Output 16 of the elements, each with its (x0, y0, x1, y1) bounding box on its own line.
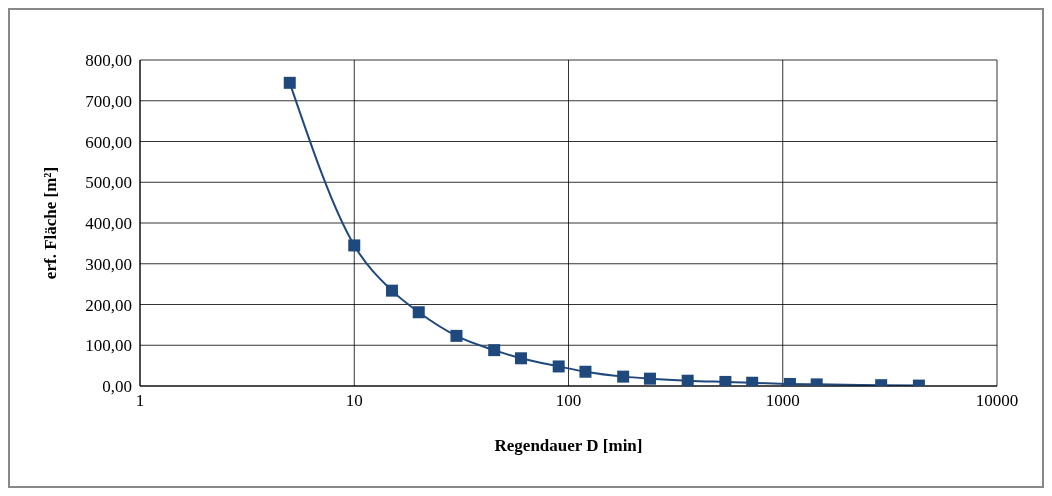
x-tick-label: 100 (555, 391, 582, 411)
y-tick-label: 400,00 (85, 214, 132, 234)
y-tick-label: 100,00 (85, 336, 132, 356)
y-axis-title: erf. Fläche [m²] (41, 166, 61, 280)
y-tick-label: 800,00 (85, 51, 132, 71)
x-tick-label: 10000 (975, 391, 1019, 411)
x-axis-title: Regendauer D [min] (494, 436, 643, 455)
x-tick-label: 10 (345, 391, 363, 411)
y-tick-label: 700,00 (85, 91, 132, 111)
y-tick-label: 0,00 (102, 377, 132, 397)
x-tick-label: 1 (135, 391, 145, 411)
y-tick-label: 500,00 (85, 173, 132, 193)
y-tick-label: 200,00 (85, 295, 132, 315)
y-tick-label: 300,00 (85, 254, 132, 274)
x-tick-label: 1000 (765, 391, 800, 411)
y-tick-label: 600,00 (85, 132, 132, 152)
